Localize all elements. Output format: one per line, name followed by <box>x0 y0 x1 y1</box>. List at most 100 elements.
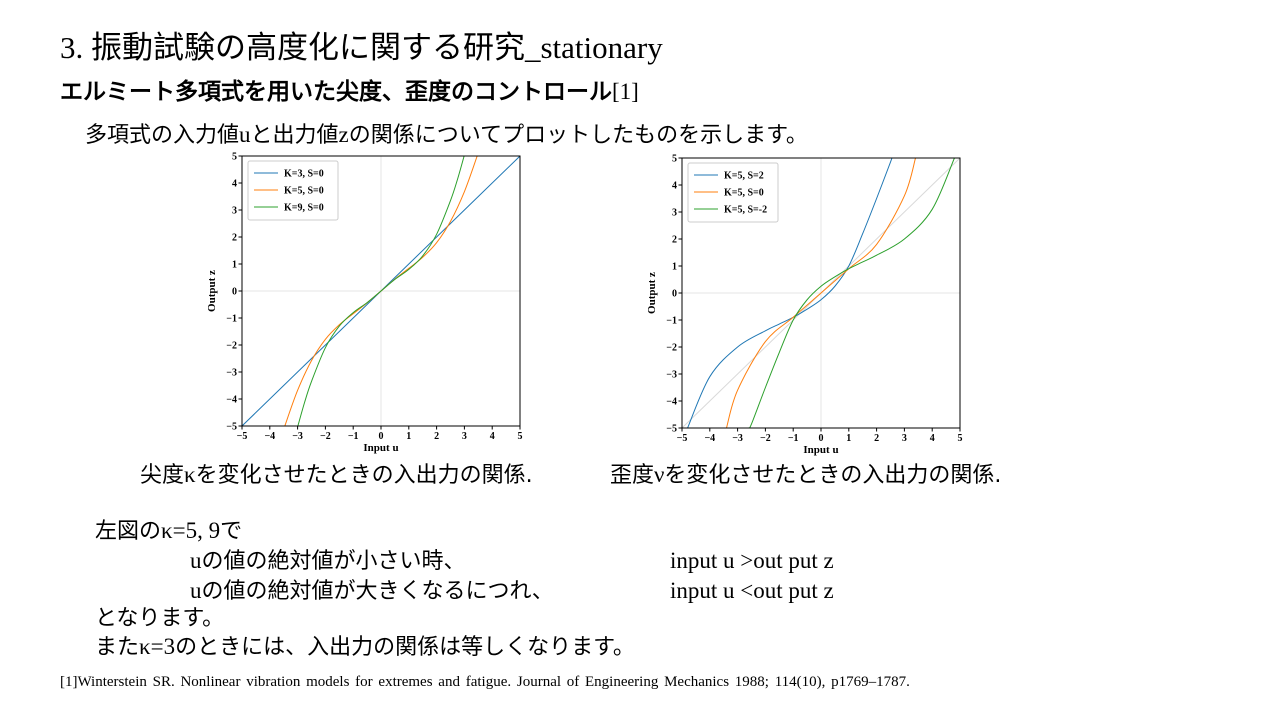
y-tick-label: −3 <box>666 370 677 381</box>
x-tick-label: −4 <box>264 431 275 442</box>
line3-u: u <box>190 578 202 603</box>
y-tick-label: 1 <box>232 260 237 271</box>
x-tick-label: 2 <box>874 433 879 444</box>
body-line-3: uの値の絶対値が大きくなるにつれ、 <box>190 576 554 607</box>
y-tick-label: 4 <box>232 179 237 190</box>
caption-left-a: 尖度 <box>140 463 185 488</box>
y-tick-label: −2 <box>226 341 237 352</box>
chart-legend: K=3, S=0 K=5, S=0 K=9, S=0 <box>247 160 339 221</box>
y-tick-label: −4 <box>226 395 237 406</box>
y-tick-label: 1 <box>672 262 677 273</box>
x-tick-label: 4 <box>490 431 495 442</box>
legend-label-1: K=3, S=0 <box>284 169 324 180</box>
skewness-chart: −5 −4 −3 −2 −1 0 1 2 3 4 5 −5 −4 −3 −2 −1 0 1 2 3 4 5 Input u O… <box>646 154 963 457</box>
x-tick-label: 3 <box>462 431 467 442</box>
line1-b: κ=5, 9 <box>161 518 221 543</box>
x-axis-label: Input u <box>803 444 838 456</box>
line5-c: のときには、入出力の関係は等しくなります。 <box>175 635 635 660</box>
line5-a: また <box>95 635 140 660</box>
intro-text: 多項式の入力値uと出力値zの関係についてプロットしたものを示します。 <box>85 120 808 151</box>
line3-text: の値の絶対値が大きくなるにつれ、 <box>201 579 554 604</box>
legend-label-3: K=9, S=0 <box>284 203 324 214</box>
y-tick-label: 3 <box>232 206 237 217</box>
x-tick-label: −1 <box>788 433 799 444</box>
y-tick-label: −5 <box>666 424 677 435</box>
caption-left-b: を変化させたときの入出力の関係. <box>195 463 533 488</box>
legend-label-2: K=5, S=0 <box>724 188 764 199</box>
y-tick-label: −2 <box>666 343 677 354</box>
legend-box <box>687 162 779 223</box>
kurtosis-chart: −5 −4 −3 −2 −1 0 1 2 3 4 5 −5 −4 −3 −2 −1 0 1 2 3 4 5 Input u O… <box>206 152 523 455</box>
x-tick-label: −5 <box>237 431 248 442</box>
line2-io: input u >out put z <box>670 548 834 573</box>
series-line-1 <box>687 158 893 428</box>
kappa-symbol: κ <box>184 462 196 487</box>
subtitle-text: エルミート多項式を用いた尖度、歪度のコントロール <box>60 79 612 105</box>
nu-symbol: ν <box>654 462 665 487</box>
series-line-3 <box>297 156 465 426</box>
line2-u: u <box>190 548 202 573</box>
intro-part-b: と出力値 <box>250 123 339 148</box>
line1-a: 左図の <box>95 519 162 544</box>
caption-right-a: 歪度 <box>610 463 655 488</box>
y-tick-label: 5 <box>232 152 237 163</box>
subtitle-reference: [1] <box>612 79 639 104</box>
y-tick-label: 0 <box>672 289 677 300</box>
legend-label-1: K=5, S=2 <box>724 171 764 182</box>
legend-label-3: K=5, S=-2 <box>724 205 767 216</box>
x-tick-label: −5 <box>677 433 688 444</box>
series-line-2 <box>726 158 916 428</box>
line5-b: κ=3 <box>139 634 176 659</box>
plot-area <box>682 158 960 428</box>
intro-var-u: u <box>239 122 251 147</box>
footnote: [1]Winterstein SR. Nonlinear vibration m… <box>60 674 910 690</box>
legend-box <box>247 160 339 221</box>
x-axis-label: Input u <box>363 442 398 454</box>
y-tick-label: 2 <box>672 235 677 246</box>
page-title: 3. 振動試験の高度化に関する研究_stationary <box>60 30 663 65</box>
y-tick-label: 0 <box>232 287 237 298</box>
x-tick-label: 5 <box>518 431 523 442</box>
line2-text: の値の絶対値が小さい時、 <box>201 549 466 574</box>
x-tick-label: −2 <box>760 433 771 444</box>
x-tick-label: 2 <box>434 431 439 442</box>
y-tick-label: −5 <box>226 422 237 433</box>
intro-part-c: の関係についてプロットしたものを示します。 <box>348 123 808 148</box>
x-tick-label: 1 <box>406 431 411 442</box>
y-tick-label: −1 <box>666 316 677 327</box>
x-tick-label: 4 <box>930 433 935 444</box>
caption-left: 尖度κを変化させたときの入出力の関係. <box>140 460 533 491</box>
plot-area <box>242 156 520 426</box>
caption-right: 歪度νを変化させたときの入出力の関係. <box>610 460 1001 491</box>
y-tick-label: 5 <box>672 154 677 165</box>
body-line-1: 左図のκ=5, 9で <box>95 516 242 547</box>
x-tick-label: 1 <box>846 433 851 444</box>
y-axis-label: Output z <box>206 270 218 312</box>
caption-right-b: を変化させたときの入出力の関係. <box>664 463 1002 488</box>
line3-io: input u <out put z <box>670 578 834 603</box>
x-tick-label: −3 <box>292 431 303 442</box>
page-subtitle: エルミート多項式を用いた尖度、歪度のコントロール[1] <box>60 76 639 108</box>
x-tick-label: 3 <box>902 433 907 444</box>
x-tick-label: −2 <box>320 431 331 442</box>
x-tick-label: −3 <box>732 433 743 444</box>
legend-label-2: K=5, S=0 <box>284 186 324 197</box>
x-tick-label: −1 <box>348 431 359 442</box>
y-tick-label: −1 <box>226 314 237 325</box>
intro-var-z: z <box>338 122 349 147</box>
body-line-2: uの値の絶対値が小さい時、 <box>190 546 466 577</box>
x-tick-label: 0 <box>819 433 824 444</box>
y-tick-label: −3 <box>226 368 237 379</box>
x-tick-label: −4 <box>704 433 715 444</box>
y-tick-label: 2 <box>232 233 237 244</box>
x-tick-label: 5 <box>958 433 963 444</box>
y-axis-label: Output z <box>646 272 658 314</box>
y-tick-label: 3 <box>672 208 677 219</box>
x-tick-label: 0 <box>379 431 384 442</box>
line1-c: で <box>220 519 243 544</box>
y-tick-label: 4 <box>672 181 677 192</box>
intro-part-a: 多項式の入力値 <box>85 123 240 148</box>
series-line-3 <box>748 158 955 428</box>
body-line-4: となります。 <box>95 606 225 631</box>
chart-legend: K=5, S=2 K=5, S=0 K=5, S=-2 <box>687 162 779 223</box>
